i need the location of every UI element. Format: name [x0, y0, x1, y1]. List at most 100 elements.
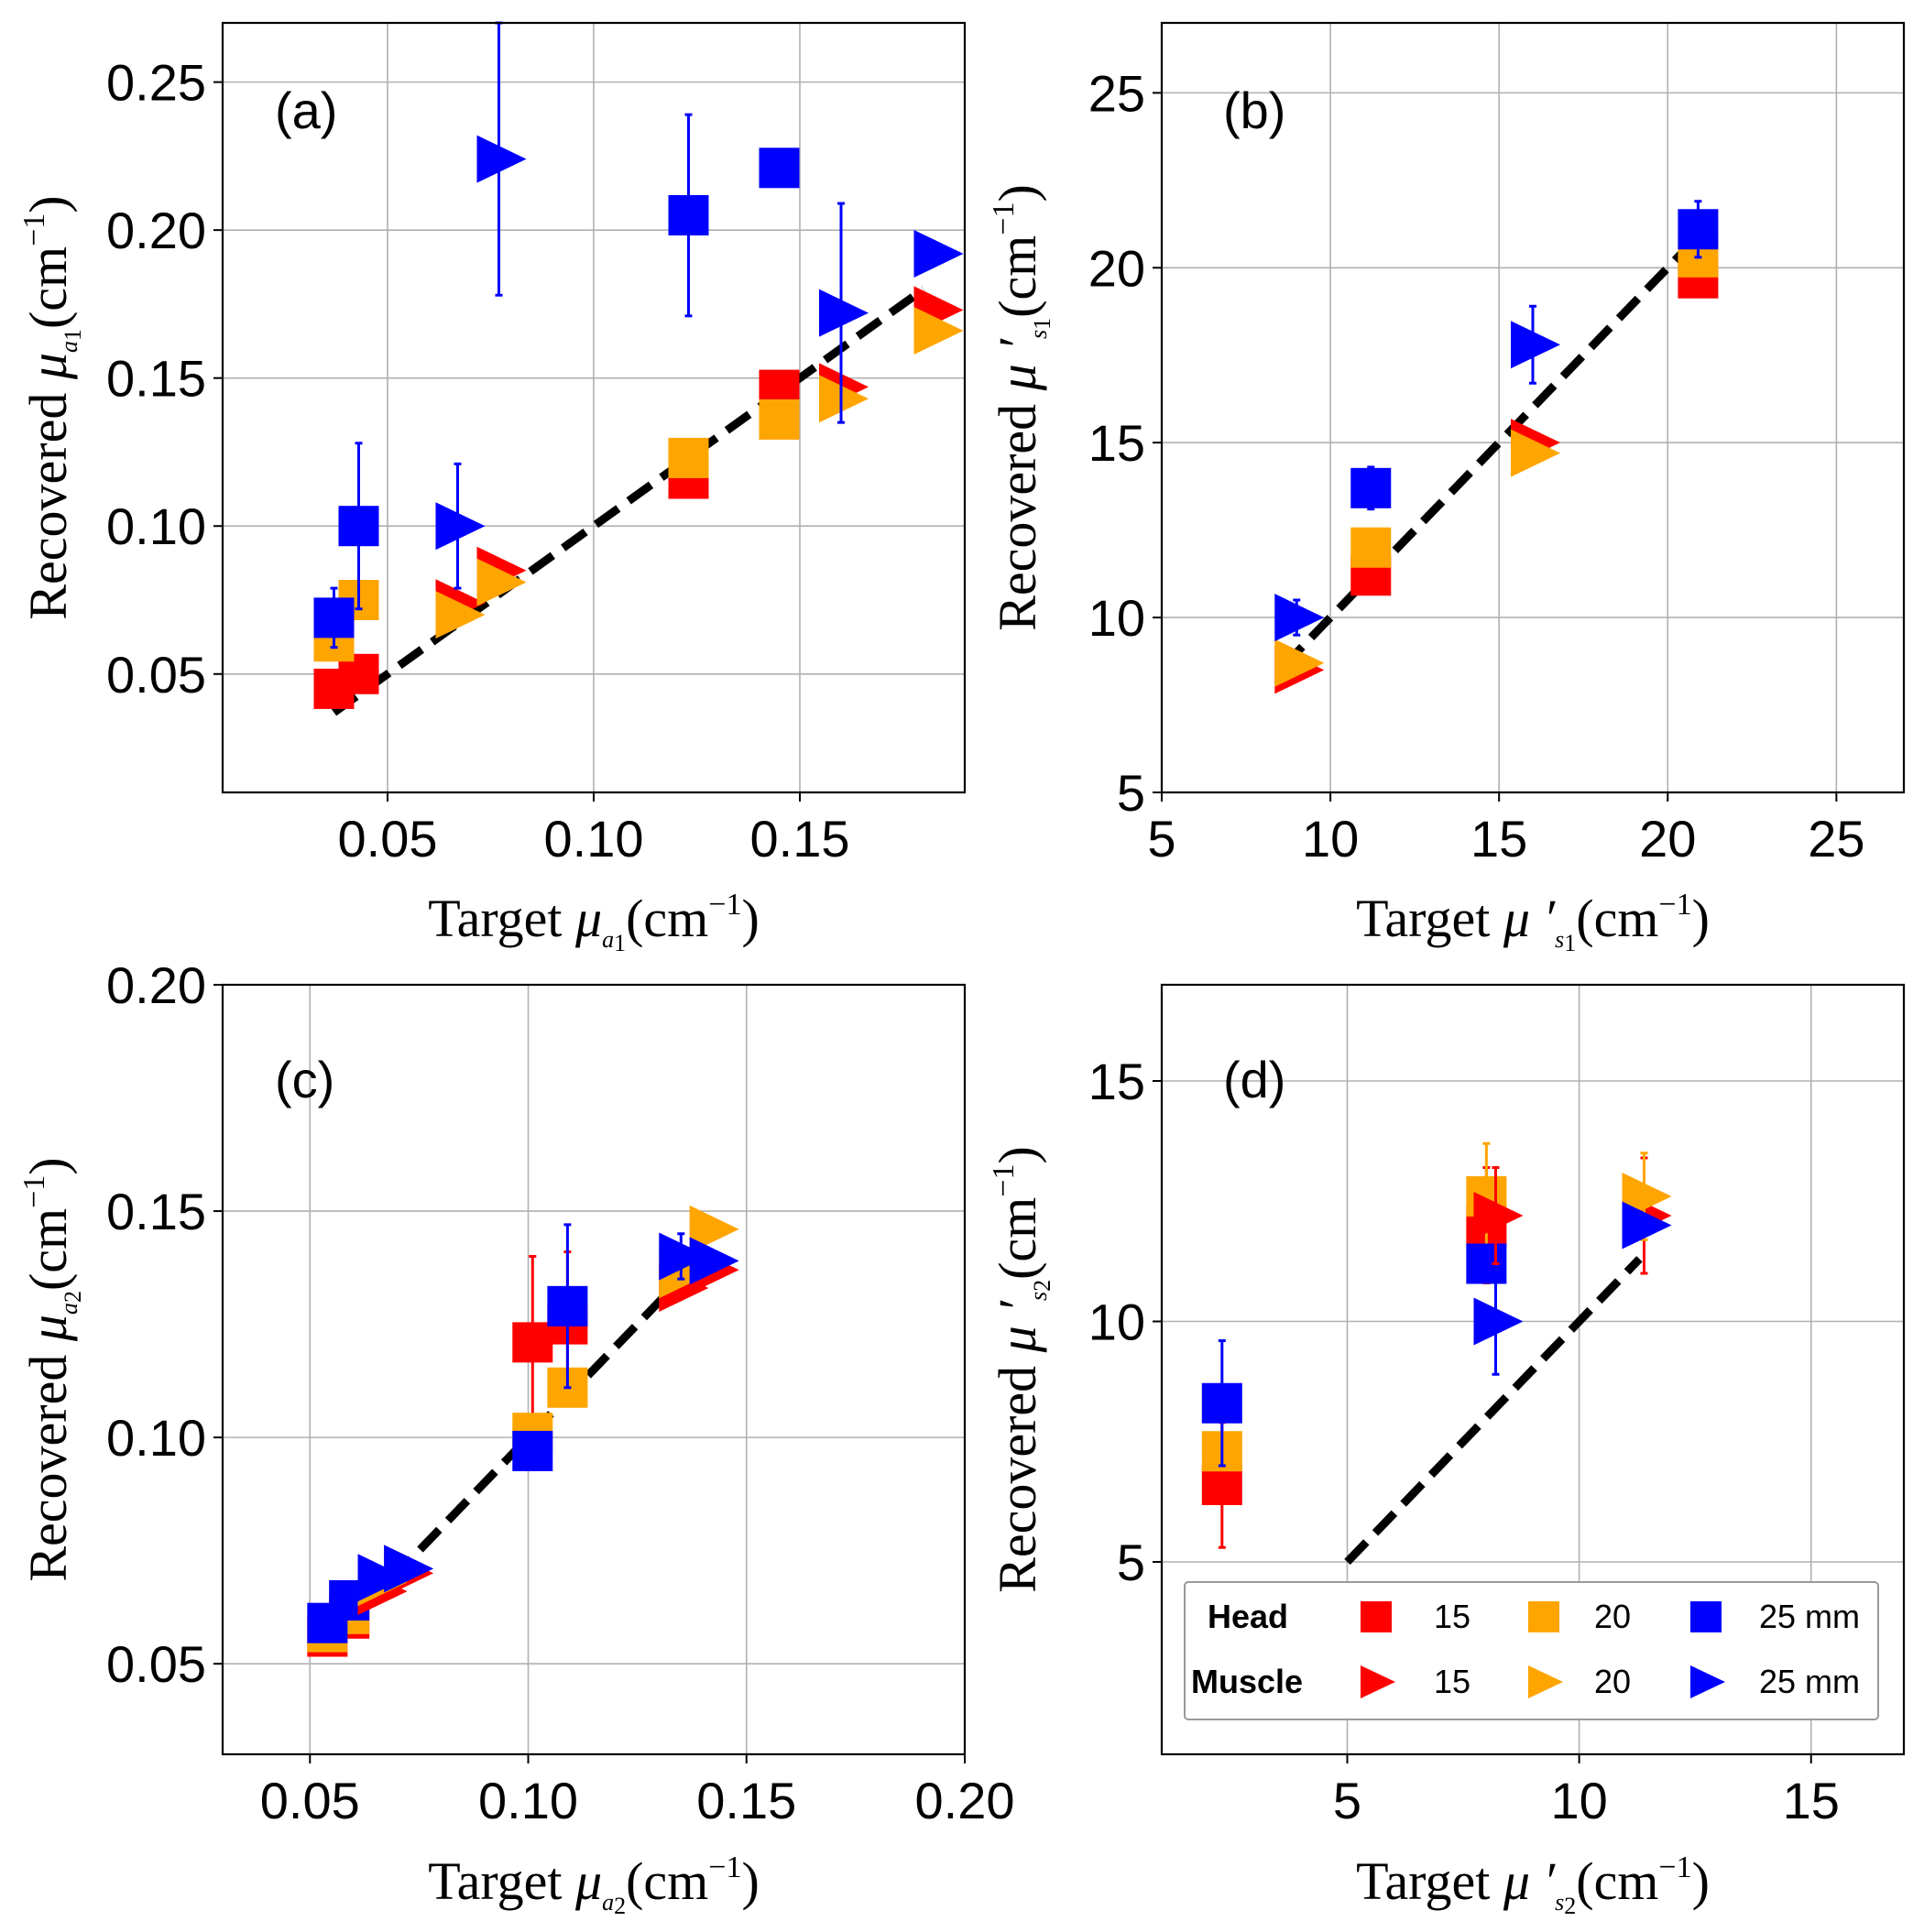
tick-label-y-a-2: 0.15	[106, 350, 206, 408]
tick-label-x-a-1: 0.10	[544, 810, 644, 868]
point-c-head-25-2	[512, 1430, 553, 1471]
point-a-muscle-25-3	[913, 230, 964, 278]
point-a-muscle-20-2	[819, 375, 869, 423]
point-a-head-20-2	[668, 437, 709, 478]
tick-label-y-b-4: 25	[1088, 64, 1145, 122]
x-axis-label-a: Target μa1(cm−1)	[428, 888, 760, 956]
identity-line-d	[1344, 1256, 1643, 1566]
y-axis-label-c: Recovered μa2(cm−1)	[17, 1157, 86, 1581]
legend-square-15	[1361, 1601, 1392, 1632]
point-a-muscle-20-0	[435, 591, 486, 639]
legend-label-head-20: 20	[1594, 1598, 1631, 1635]
legend-triangle-15	[1361, 1665, 1395, 1698]
identity-line-b	[1280, 240, 1695, 670]
tick-label-y-b-1: 10	[1088, 589, 1145, 647]
tick-label-x-b-0: 5	[1147, 810, 1175, 868]
legend-square-20	[1528, 1601, 1559, 1632]
point-c-muscle-20-3	[689, 1205, 739, 1253]
point-c-muscle-25-1	[384, 1545, 434, 1593]
panel-label-d: (d)	[1223, 1051, 1285, 1108]
x-axis-label-c: Target μa2(cm−1)	[428, 1850, 760, 1919]
legend-label-muscle-25: 25 mm	[1759, 1663, 1860, 1700]
point-b-muscle-20-1	[1511, 429, 1560, 477]
legend-triangle-20	[1528, 1665, 1563, 1698]
point-d-head-25-1	[1466, 1243, 1507, 1284]
point-c-muscle-25-3	[689, 1237, 739, 1285]
tick-label-y-b-3: 20	[1088, 239, 1145, 297]
tick-label-x-a-0: 0.05	[338, 810, 438, 868]
tick-label-y-a-3: 0.20	[106, 202, 206, 259]
tick-label-y-c-1: 0.10	[106, 1409, 206, 1467]
tick-label-x-c-3: 0.20	[915, 1772, 1015, 1829]
point-a-head-25-3	[759, 147, 800, 189]
point-a-muscle-25-2	[819, 289, 869, 337]
point-b-muscle-25-0	[1274, 594, 1325, 642]
legend-head-label: Head	[1208, 1598, 1288, 1635]
tick-label-y-c-2: 0.15	[106, 1183, 206, 1240]
point-d-muscle-15-0	[1473, 1192, 1524, 1239]
panel-d: 5 10 15 5 10 15 (d) Target μ ′s2(cm−1) Recove…	[987, 983, 1906, 1919]
tick-label-y-a-1: 0.10	[106, 497, 206, 555]
x-axis-label-d: Target μ ′s2(cm−1)	[1356, 1850, 1710, 1919]
tick-label-x-a-2: 0.15	[750, 810, 850, 868]
y-axis-label-a: Recovered μa1(cm−1)	[17, 195, 86, 619]
point-c-muscle-25-0	[357, 1554, 408, 1602]
tick-label-x-c-0: 0.05	[260, 1772, 360, 1829]
y-axis-label-b: Recovered μ ′s1(cm−1)	[987, 184, 1055, 631]
plot-frame-d	[1160, 983, 1906, 1756]
tick-label-x-c-2: 0.15	[696, 1772, 796, 1829]
legend-triangle-25	[1690, 1665, 1725, 1698]
legend-label-muscle-20: 20	[1594, 1663, 1631, 1700]
legend: Head Muscle 15 20 25 mm 15 20 25 mm	[1184, 1581, 1879, 1720]
tick-label-x-d-0: 5	[1333, 1772, 1361, 1829]
panel-label-a: (a)	[275, 82, 337, 139]
point-b-muscle-25-1	[1511, 321, 1560, 369]
point-a-muscle-20-3	[913, 307, 964, 355]
point-b-muscle-20-0	[1274, 639, 1325, 687]
point-a-muscle-25-0	[435, 502, 486, 551]
point-b-head-25-0	[1350, 467, 1392, 508]
tick-label-y-d-0: 5	[1117, 1534, 1145, 1591]
tick-label-x-d-1: 10	[1550, 1772, 1607, 1829]
y-axis-label-d: Recovered μ ′s2(cm−1)	[987, 1146, 1055, 1593]
x-axis-label-b: Target μ ′s1(cm−1)	[1356, 888, 1710, 956]
point-a-head-25-2	[668, 195, 709, 235]
panel-c: 0.05 0.10 0.15 0.20 0.05 0.10 0.15 0.20 (c) Tar…	[17, 956, 1015, 1919]
point-b-head-20-0	[1350, 527, 1392, 568]
tick-label-x-b-4: 25	[1808, 810, 1864, 868]
tick-label-x-d-2: 15	[1783, 1772, 1840, 1829]
legend-square-25	[1690, 1601, 1722, 1632]
point-c-head-15-2	[512, 1322, 553, 1363]
panel-b: 5 10 15 20 25 5 10 15 20 25 (b) Target μ ′s1(cm−1…	[987, 21, 1906, 956]
tick-label-y-d-2: 15	[1088, 1053, 1145, 1110]
point-a-head-25-0	[313, 597, 355, 639]
point-c-head-25-3	[547, 1285, 588, 1326]
point-b-head-25-1	[1678, 209, 1719, 250]
legend-label-muscle-15: 15	[1434, 1663, 1470, 1700]
panel-a: 0.05 0.10 0.15 0.05 0.10 0.15 0.20 0.25 (a) Tar…	[17, 21, 967, 956]
point-d-muscle-25-1	[1622, 1201, 1672, 1250]
tick-label-y-d-1: 10	[1088, 1293, 1145, 1351]
tick-label-y-a-0: 0.05	[106, 646, 206, 704]
panel-label-c: (c)	[275, 1051, 334, 1108]
panel-label-b: (b)	[1223, 82, 1285, 139]
legend-muscle-label: Muscle	[1191, 1663, 1303, 1700]
tick-label-y-b-2: 15	[1088, 414, 1145, 472]
tick-label-y-c-0: 0.05	[106, 1635, 206, 1693]
legend-label-head-15: 15	[1434, 1598, 1470, 1635]
plot-frame-b	[1160, 21, 1906, 794]
tick-label-x-b-3: 20	[1639, 810, 1696, 868]
tick-label-y-b-0: 5	[1117, 764, 1145, 822]
tick-label-x-b-2: 15	[1470, 810, 1527, 868]
point-a-head-20-3	[759, 398, 800, 440]
tick-label-y-c-3: 0.20	[106, 956, 206, 1014]
point-a-muscle-20-1	[476, 558, 527, 606]
tick-label-x-b-1: 10	[1302, 810, 1359, 868]
point-c-muscle-25-2	[659, 1232, 709, 1281]
tick-label-x-c-1: 0.10	[478, 1772, 578, 1829]
identity-line-a	[331, 286, 926, 716]
point-a-head-25-1	[338, 506, 379, 547]
point-d-head-15-0	[1201, 1465, 1242, 1505]
legend-label-head-25: 25 mm	[1759, 1598, 1860, 1635]
